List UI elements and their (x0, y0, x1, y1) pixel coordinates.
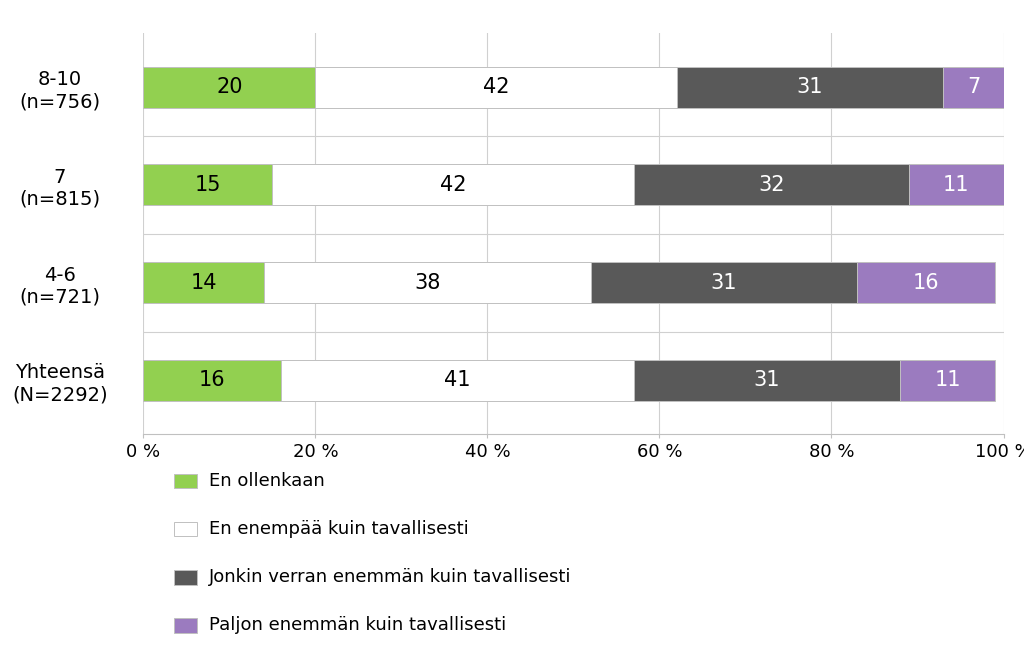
Bar (281, 360, 634, 401)
Text: 11: 11 (943, 175, 970, 195)
Text: 38: 38 (414, 273, 440, 293)
Text: 16: 16 (199, 371, 225, 390)
Text: 41: 41 (444, 371, 471, 390)
Text: 42: 42 (482, 77, 509, 97)
Text: 14: 14 (190, 273, 217, 293)
Text: 20: 20 (216, 77, 243, 97)
Text: 31: 31 (797, 77, 823, 97)
Bar (143, 164, 272, 206)
Bar (677, 67, 943, 108)
Text: 31: 31 (754, 371, 780, 390)
Text: 32: 32 (758, 175, 784, 195)
Text: Jonkin verran enemmän kuin tavallisesti: Jonkin verran enemmän kuin tavallisesti (209, 568, 571, 586)
Bar (909, 164, 1004, 206)
Bar (943, 67, 1004, 108)
Bar (143, 67, 315, 108)
Bar (857, 262, 995, 303)
Text: 16: 16 (912, 273, 939, 293)
Text: Paljon enemmän kuin tavallisesti: Paljon enemmän kuin tavallisesti (209, 617, 506, 634)
Bar (272, 164, 634, 206)
Bar (634, 360, 900, 401)
Bar (591, 262, 857, 303)
Bar (143, 360, 281, 401)
Bar (315, 67, 677, 108)
Bar (900, 360, 995, 401)
Text: 42: 42 (439, 175, 466, 195)
Bar (143, 262, 264, 303)
Text: 15: 15 (195, 175, 221, 195)
Text: En ollenkaan: En ollenkaan (209, 472, 325, 490)
Text: 11: 11 (934, 371, 961, 390)
Bar (264, 262, 591, 303)
Bar (634, 164, 909, 206)
Text: 31: 31 (711, 273, 737, 293)
Text: 7: 7 (967, 77, 980, 97)
Text: En enempää kuin tavallisesti: En enempää kuin tavallisesti (209, 520, 469, 538)
